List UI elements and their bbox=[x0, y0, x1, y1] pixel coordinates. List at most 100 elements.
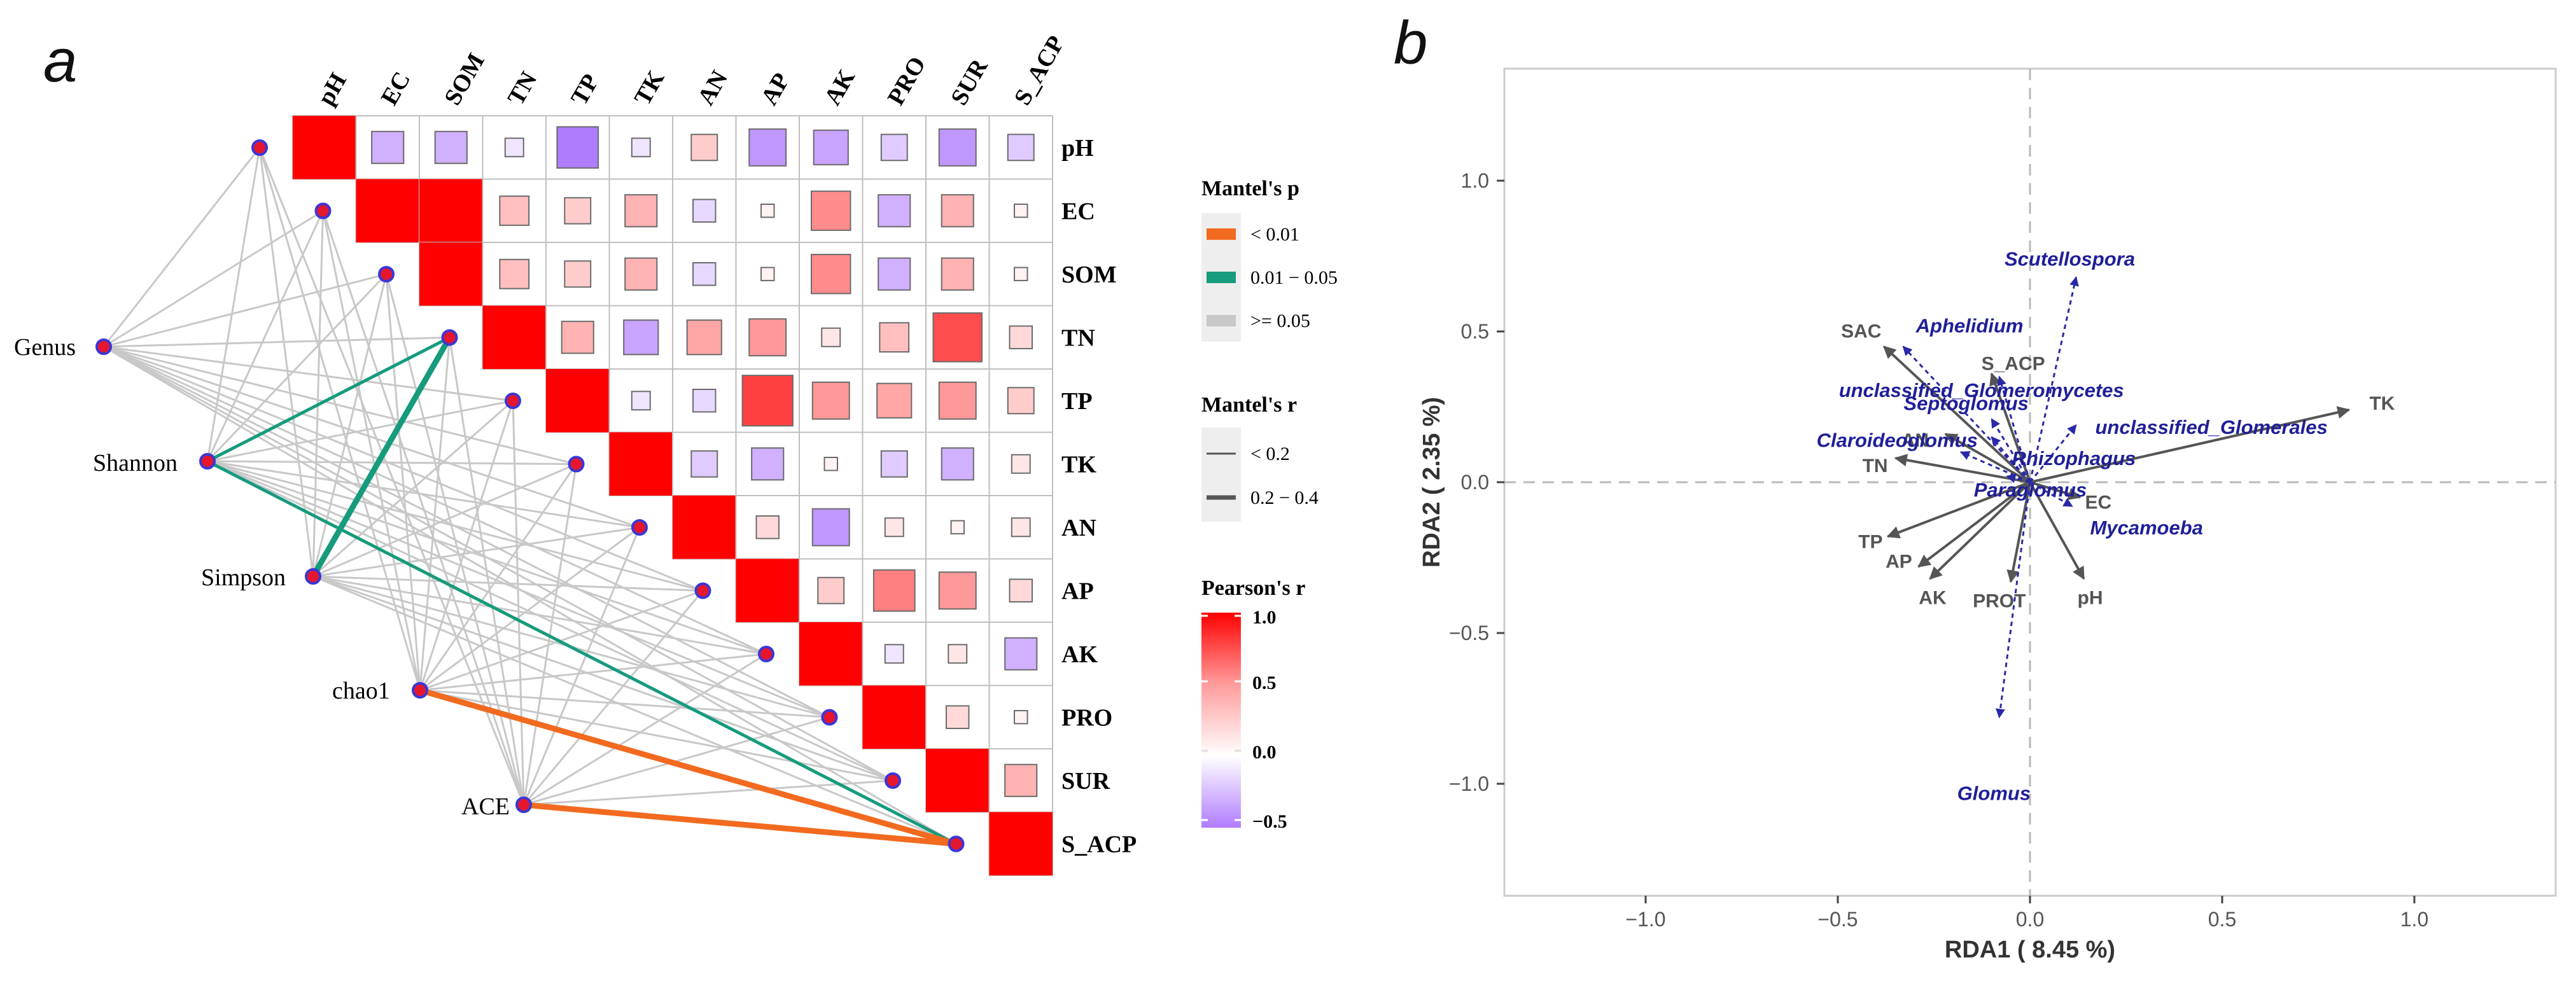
corr-square-tn-ak bbox=[821, 327, 841, 347]
mantel-link-genus-tk bbox=[103, 345, 577, 465]
diag-cell-tn bbox=[482, 305, 546, 369]
column-labels: pH EC SOM TN TP TK AN AP AK PRO SUR S_ACP bbox=[312, 31, 1070, 109]
species-label-glomus: Glomus bbox=[1957, 783, 2031, 805]
correlation-grid bbox=[292, 115, 1053, 876]
corr-square-som-tn bbox=[499, 258, 530, 289]
mantel-link-shannon-sur bbox=[207, 460, 893, 782]
mantel-link-simpson-tk bbox=[312, 463, 577, 578]
corr-square-ph-tn bbox=[504, 137, 524, 158]
mantel-link-shannon-som bbox=[206, 273, 388, 463]
mantel-link-ace-tk bbox=[522, 464, 577, 805]
mantel-link-genus-ph bbox=[102, 147, 261, 347]
species-arrow-scutellospora bbox=[2029, 276, 2079, 483]
legend-mantel-r-title: Mantel's r bbox=[1201, 393, 1297, 417]
legend-mantel-r-entry-1: < 0.2 bbox=[1250, 443, 1290, 464]
env-label-an: AN bbox=[1901, 430, 1929, 451]
anchor-point-ak bbox=[758, 646, 774, 662]
node-label-ace: ACE bbox=[461, 793, 510, 820]
corr-square-ap-sur bbox=[938, 571, 977, 610]
diag-cell-an bbox=[673, 496, 736, 559]
corr-square-tn-an bbox=[686, 319, 722, 356]
corr-square-pro-sur bbox=[946, 705, 970, 729]
mantel-node-labels: Genus Shannon Simpson chao1 ACE bbox=[14, 334, 510, 820]
corr-square-ec-s_acp bbox=[1014, 204, 1028, 218]
corr-square-ak-sur bbox=[948, 644, 968, 664]
mantel-link-shannon-ap bbox=[207, 460, 703, 592]
corr-square-tn-ap bbox=[748, 318, 787, 357]
x-tick-label-1: −0.5 bbox=[1817, 908, 1858, 931]
y-tick-label-4: 1.0 bbox=[1461, 169, 1489, 192]
corr-square-ec-pro bbox=[878, 194, 911, 228]
anchor-point-sur bbox=[885, 772, 901, 789]
species-arrow-aphelidium bbox=[1902, 345, 2031, 484]
panel-label-a: a bbox=[43, 27, 77, 95]
node-point-simpson bbox=[305, 568, 321, 585]
col-label-tk: TK bbox=[629, 66, 670, 110]
corr-square-ph-ak bbox=[813, 129, 849, 165]
mantel-link-simpson-an bbox=[312, 526, 640, 578]
row-label-tn: TN bbox=[1061, 324, 1095, 351]
legend-mantel-r-bg bbox=[1201, 428, 1241, 522]
species-arrow-paraglomus bbox=[2006, 473, 2031, 484]
mantel-link-ace-ph bbox=[258, 147, 525, 805]
row-label-pro: PRO bbox=[1061, 704, 1112, 731]
species-label-scutellospora: Scutellospora bbox=[2005, 248, 2135, 270]
mantel-link-chao1-ph bbox=[258, 147, 421, 691]
env-arrow-ph bbox=[2029, 482, 2085, 580]
corr-square-ap-ak bbox=[817, 576, 845, 604]
corr-square-ph-tp bbox=[556, 126, 599, 169]
env-label-prot: PROT bbox=[1973, 590, 2026, 611]
x-tick-label-0: −1.0 bbox=[1625, 908, 1665, 931]
y-tick-label-0: −1.0 bbox=[1449, 772, 1489, 795]
mantel-link-sig-shannon-tn bbox=[206, 336, 451, 463]
rda-species-vectors: Scutellospora Aphelidium unclassified_Glom… bbox=[1817, 248, 2328, 805]
corr-square-ph-ap bbox=[748, 128, 787, 167]
node-label-genus: Genus bbox=[14, 334, 76, 361]
corr-square-pro-s_acp bbox=[1014, 710, 1028, 725]
corr-square-som-s_acp bbox=[1014, 267, 1028, 281]
anchor-point-som bbox=[378, 266, 395, 282]
corr-square-sur-s_acp bbox=[1004, 763, 1038, 797]
col-label-pro: PRO bbox=[883, 52, 931, 109]
corr-square-ap-pro bbox=[872, 569, 916, 612]
mantel-link-genus-an bbox=[103, 345, 640, 529]
mantel-link-simpson-ap bbox=[312, 575, 703, 592]
row-label-ec: EC bbox=[1061, 198, 1095, 225]
legend-mantel-p-entry-3: >= 0.05 bbox=[1250, 310, 1310, 331]
corr-square-tp-s_acp bbox=[1007, 387, 1035, 415]
diag-cell-ec bbox=[356, 179, 419, 242]
corr-square-tp-tk bbox=[631, 391, 651, 411]
corr-square-tk-sur bbox=[941, 447, 974, 481]
col-label-ec: EC bbox=[376, 67, 416, 110]
corr-square-ph-tk bbox=[631, 137, 651, 158]
corr-square-tp-pro bbox=[876, 382, 913, 419]
x-tick-label-3: 0.5 bbox=[2208, 908, 2236, 931]
corr-square-ph-som bbox=[434, 130, 468, 164]
corr-square-ak-s_acp bbox=[1004, 637, 1038, 671]
y-tick-label-3: 0.5 bbox=[1461, 320, 1489, 343]
corr-square-tn-s_acp bbox=[1009, 325, 1033, 349]
mantel-link-shannon-ph bbox=[206, 147, 261, 462]
legend-pearson-tick-3: 0.0 bbox=[1252, 742, 1277, 763]
corr-square-tn-pro bbox=[879, 322, 910, 353]
mantel-link-shannon-ec bbox=[206, 210, 324, 462]
legend-pearson-r: Pearson's r 1.0 0.5 0.0 −0.5 bbox=[1201, 576, 1305, 832]
y-tick-label-1: −0.5 bbox=[1449, 622, 1489, 644]
corr-square-ph-ec bbox=[371, 130, 405, 164]
node-point-chao1 bbox=[412, 682, 428, 699]
corr-square-som-pro bbox=[878, 257, 911, 291]
corr-square-ph-sur bbox=[938, 128, 977, 167]
mantel-link-ace-tn bbox=[449, 337, 525, 805]
mantel-link-simpson-som bbox=[312, 274, 388, 577]
legend-pearson-tick-4: −0.5 bbox=[1252, 811, 1287, 832]
corr-square-ec-sur bbox=[941, 194, 974, 228]
corr-square-som-ap bbox=[760, 267, 775, 281]
env-arrow-ak bbox=[1929, 481, 2031, 580]
legend-mantel-p-entry-1: < 0.01 bbox=[1250, 224, 1299, 245]
species-arrow-rhizophagus bbox=[1991, 436, 2031, 483]
corr-square-tp-ap bbox=[741, 375, 794, 427]
species-label-mycamoeba: Mycamoeba bbox=[2090, 517, 2202, 539]
mantel-link-shannon-ak bbox=[207, 460, 767, 655]
corr-square-tk-ak bbox=[823, 457, 838, 471]
